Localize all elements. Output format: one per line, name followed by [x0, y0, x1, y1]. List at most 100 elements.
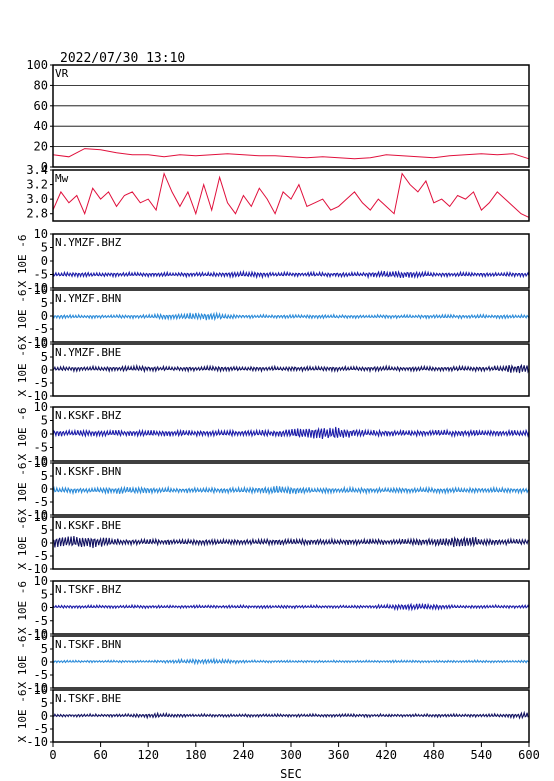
- y-tick-label: -10: [26, 681, 48, 695]
- y-tick-label: -5: [34, 322, 48, 336]
- panel-frame: [52, 580, 530, 635]
- panel-frame: [52, 343, 530, 397]
- series-line: [52, 657, 530, 666]
- y-axis-label: X 10E -6: [16, 636, 29, 689]
- figure-datetime: 2022/07/30 13:10: [60, 51, 185, 66]
- series-line: [52, 171, 530, 218]
- y-tick-label: -5: [34, 614, 48, 628]
- x-tick-label: 600: [518, 748, 540, 762]
- series-line: [52, 269, 530, 280]
- y-tick-label: 0: [41, 254, 48, 268]
- series-line: [52, 363, 530, 374]
- y-tick-label: 0: [41, 536, 48, 550]
- y-tick-label: 0: [41, 160, 48, 174]
- y-tick-label: -5: [34, 549, 48, 563]
- x-tick-label: 180: [185, 748, 207, 762]
- y-tick-label: 0: [41, 427, 48, 441]
- y-tick-label: 10: [34, 337, 48, 351]
- series-line: [52, 148, 530, 160]
- series-line: [52, 311, 530, 322]
- y-tick-label: -10: [26, 281, 48, 295]
- y-tick-label: 5: [41, 241, 48, 255]
- panel-label: N.KSKF.BHZ: [55, 409, 122, 422]
- y-tick-label: -5: [34, 268, 48, 282]
- series-line: [52, 710, 530, 720]
- x-tick-label: 240: [233, 748, 255, 762]
- panel-frame: [52, 406, 530, 462]
- panel-label: VR: [55, 67, 69, 80]
- y-axis-label: X 10E -6: [16, 463, 29, 516]
- y-tick-label: 5: [41, 469, 48, 483]
- y-tick-label: -5: [34, 441, 48, 455]
- panel-frame: [52, 516, 530, 570]
- panel-label: N.YMZF.BHN: [55, 292, 121, 305]
- series-line: [52, 536, 530, 549]
- y-tick-label: 10: [34, 283, 48, 297]
- panel-frame: [52, 289, 530, 343]
- y-tick-label: -5: [34, 376, 48, 390]
- y-tick-label: -10: [26, 508, 48, 522]
- panel-frame: [52, 64, 530, 168]
- y-tick-label: 3.2: [26, 178, 48, 192]
- y-tick-label: 10: [34, 456, 48, 470]
- panel-label: Mw: [55, 172, 69, 185]
- panel-mw: 3.43.23.02.8 Mw: [26, 163, 530, 222]
- y-tick-label: -10: [26, 627, 48, 641]
- y-tick-label: -10: [26, 735, 48, 749]
- y-tick-label: -5: [34, 722, 48, 736]
- x-tick-label: 120: [137, 748, 159, 762]
- y-tick-label: 10: [34, 629, 48, 643]
- panel-frame: [52, 635, 530, 689]
- panel-label: N.KSKF.BHE: [55, 519, 121, 532]
- y-tick-label: 100: [26, 58, 48, 72]
- y-tick-label: 80: [34, 78, 48, 92]
- y-tick-label: 0: [41, 655, 48, 669]
- y-tick-label: -5: [34, 668, 48, 682]
- y-tick-label: 5: [41, 414, 48, 428]
- x-tick-label: 360: [328, 748, 350, 762]
- x-tick-label: 420: [375, 748, 397, 762]
- y-tick-label: 10: [34, 510, 48, 524]
- x-tick-label: 480: [423, 748, 445, 762]
- panel-label: N.YMZF.BHE: [55, 346, 121, 359]
- y-tick-label: 60: [34, 99, 48, 113]
- series-line: [52, 426, 530, 439]
- panel-frame: [52, 233, 530, 289]
- series-line: [52, 602, 530, 612]
- panel-label: N.TSKF.BHN: [55, 638, 121, 651]
- y-tick-label: 10: [34, 400, 48, 414]
- y-tick-label: 40: [34, 119, 48, 133]
- y-axis-label: X 10E -6: [16, 690, 29, 743]
- y-tick-label: 0: [41, 601, 48, 615]
- panel-label: N.TSKF.BHE: [55, 692, 121, 705]
- y-tick-label: 5: [41, 350, 48, 364]
- y-tick-label: 0: [41, 309, 48, 323]
- series-line: [52, 485, 530, 496]
- y-tick-label: 10: [34, 227, 48, 241]
- y-tick-label: 10: [34, 683, 48, 697]
- y-tick-label: 5: [41, 696, 48, 710]
- x-tick-label: 540: [471, 748, 493, 762]
- y-axis-label: X 10E -6: [16, 581, 29, 634]
- x-tick-label: 60: [93, 748, 107, 762]
- panel-label: N.KSKF.BHN: [55, 465, 121, 478]
- x-tick-label: 0: [49, 748, 56, 762]
- y-axis-label: X 10E -6: [16, 517, 29, 570]
- y-tick-label: -10: [26, 335, 48, 349]
- y-tick-label: 5: [41, 296, 48, 310]
- y-tick-label: -10: [26, 562, 48, 576]
- y-tick-label: 0: [41, 363, 48, 377]
- y-tick-label: 3.4: [26, 163, 48, 177]
- y-tick-label: -10: [26, 454, 48, 468]
- y-axis-label: X 10E -6: [16, 235, 29, 288]
- y-tick-label: 5: [41, 587, 48, 601]
